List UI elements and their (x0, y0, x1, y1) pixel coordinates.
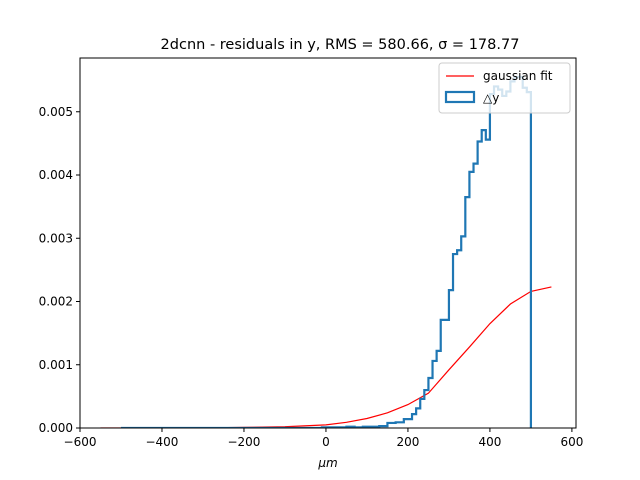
y-tick-label: 0.005 (39, 105, 73, 119)
axes-frame (79, 57, 577, 429)
x-tick-label: −200 (227, 435, 260, 449)
x-axis-label: μm (317, 456, 337, 470)
y-tick-label: 0.002 (39, 295, 73, 309)
y-tick-label: 0.001 (39, 358, 73, 372)
legend: gaussian fit △y (438, 62, 571, 114)
x-tick-label: −600 (64, 435, 97, 449)
x-tick-label: 600 (560, 435, 583, 449)
x-tick-label: 200 (396, 435, 419, 449)
x-tick-label: 400 (478, 435, 501, 449)
x-tick-label: 0 (322, 435, 330, 449)
legend-delta-y-swatch (444, 90, 476, 104)
gaussian-fit-line (100, 286, 552, 428)
y-tick-label: 0.003 (39, 231, 73, 245)
chart-title: 2dcnn - residuals in y, RMS = 580.66, σ … (161, 37, 520, 53)
y-tick-label: 0.004 (39, 168, 73, 182)
legend-delta-y-label: △y (483, 91, 499, 105)
x-tick-label: −400 (145, 435, 178, 449)
y-tick-label: 0.000 (39, 421, 73, 435)
legend-gaussian-label: gaussian fit (483, 69, 553, 83)
